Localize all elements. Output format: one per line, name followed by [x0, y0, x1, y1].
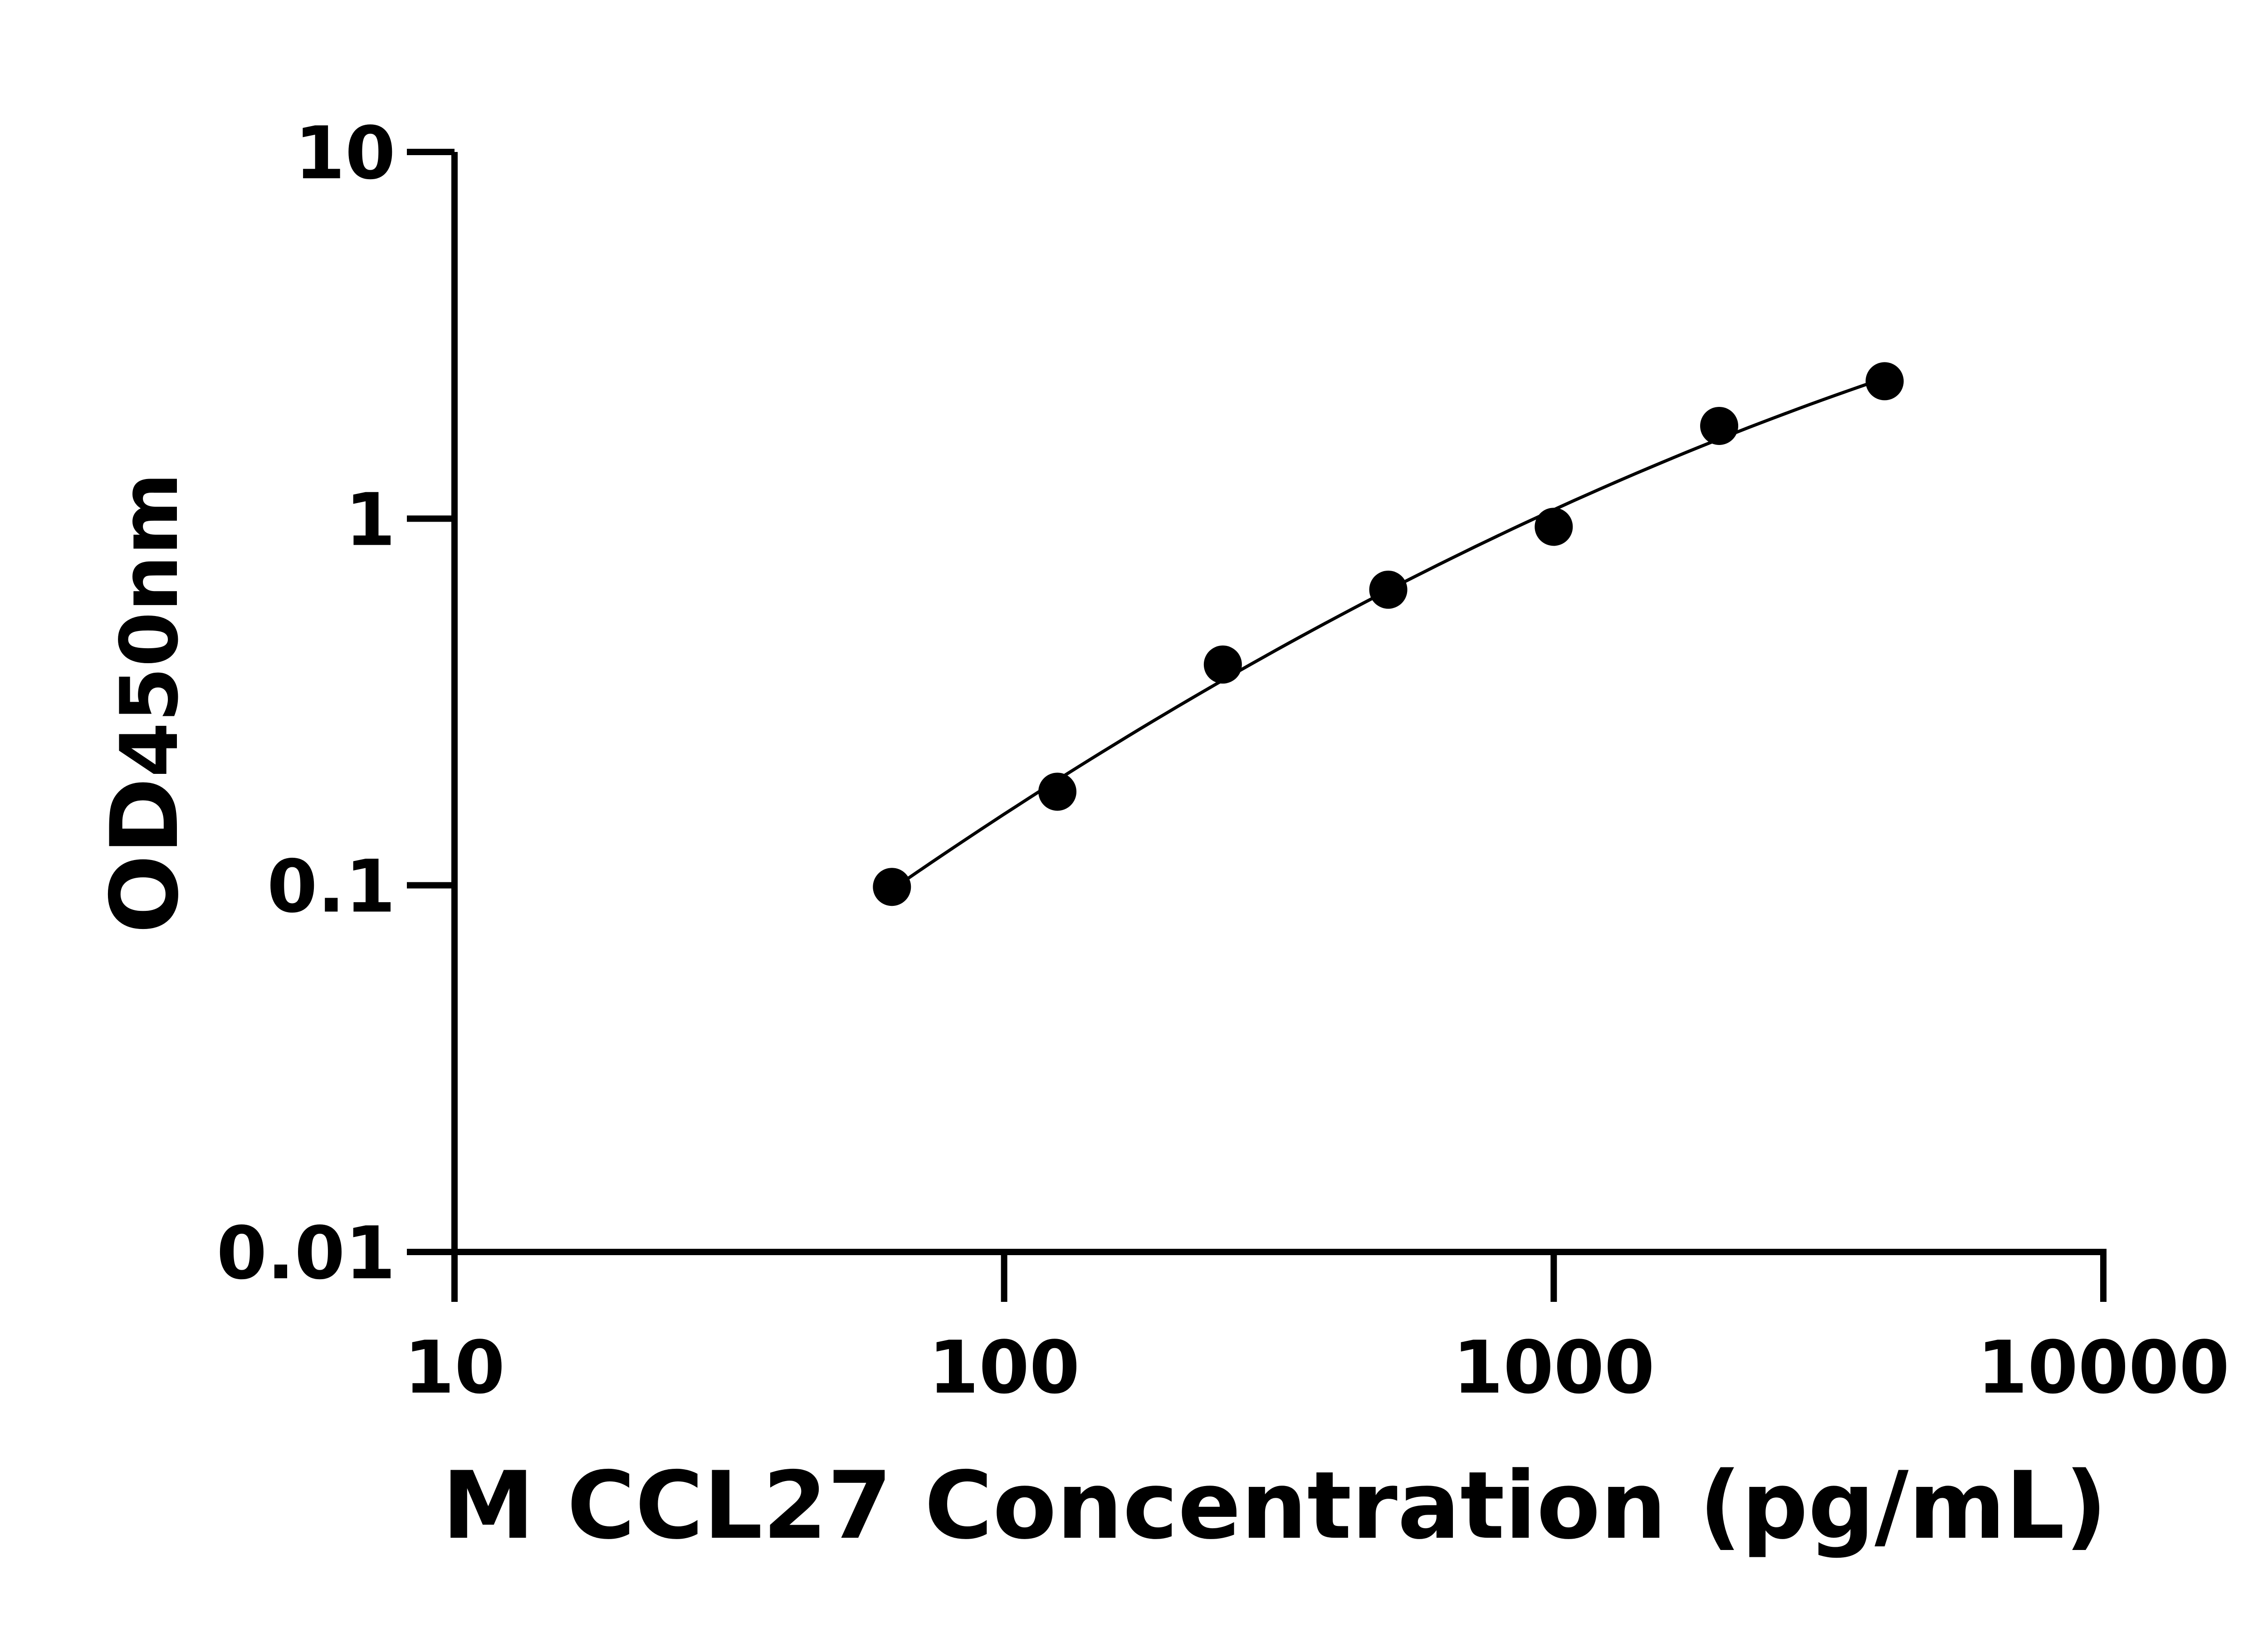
fit-curve: [891, 376, 1885, 891]
data-point: [1203, 645, 1242, 684]
x-axis-label: M CCL27 Concentration (pg/mL): [442, 1452, 2107, 1560]
x-tick-label: 10: [404, 1325, 505, 1410]
x-tick-label: 1000: [1453, 1325, 1655, 1410]
data-point: [1038, 772, 1077, 811]
data-point: [1535, 508, 1573, 546]
y-tick-label: 10: [294, 111, 396, 196]
y-axis-label-main: OD: [91, 777, 199, 934]
x-tick-label: 10000: [1977, 1325, 2230, 1410]
y-tick-label: 0.1: [267, 844, 396, 929]
data-point: [1369, 571, 1408, 609]
y-tick-label: 0.01: [216, 1211, 396, 1296]
y-axis-label: OD450nm: [91, 473, 199, 934]
y-axis-label-sub: 450nm: [104, 473, 196, 777]
y-tick-label: 1: [345, 477, 396, 562]
data-point: [873, 868, 911, 906]
data-point: [1700, 406, 1739, 445]
x-tick-label: 100: [929, 1325, 1080, 1410]
data-points: [873, 362, 1904, 906]
axes: 0.01 0.1 1 10 10 100 1000 10000: [216, 111, 2229, 1410]
data-point: [1865, 362, 1904, 401]
